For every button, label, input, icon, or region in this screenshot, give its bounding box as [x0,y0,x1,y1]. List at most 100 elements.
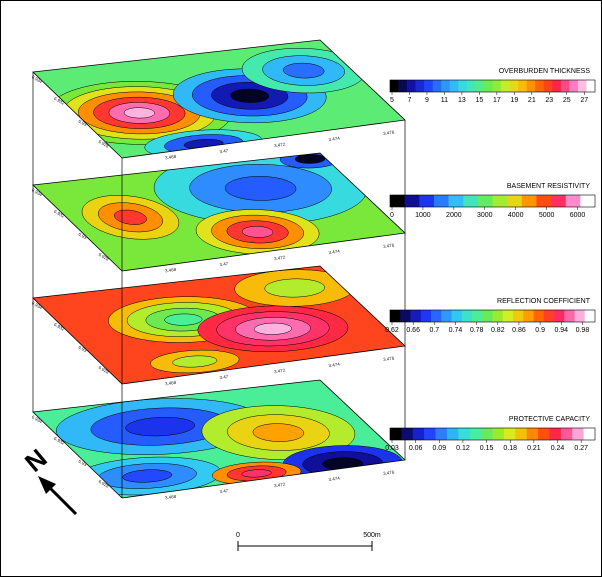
colorbar-cell [560,80,570,92]
colorbar-cell [424,80,434,92]
y-axis-label: 6.93 [77,345,88,354]
colorbar-cell [509,80,519,92]
colorbar-cell [475,80,485,92]
colorbar-cell [569,80,579,92]
colorbar-tick-label: 0.12 [456,445,470,452]
colorbar-cell [577,80,587,92]
x-axis-label: 3.472 [274,368,286,375]
colorbar-cell [390,80,399,92]
colorbar-cell [560,428,573,440]
contour-zone [225,87,274,104]
colorbar-cell [580,195,596,207]
colorbar-tick-label: 0.74 [449,327,463,334]
colorbar-cell [419,195,435,207]
y-axis-label: 6.934 [31,74,44,84]
contour-zone [246,421,312,444]
colorbar-tick-label: 0.15 [480,445,494,452]
colorbar-cell [492,80,502,92]
colorbar-cell [390,310,401,322]
colorbar-cell [441,80,451,92]
colorbar-tick-label: 0.98 [576,327,590,334]
colorbar-outline [389,427,596,441]
colorbar-tick-label: 0.86 [512,327,526,334]
y-axis-label: 6.932 [53,436,66,446]
colorbar-title: REFLECTION COEFFICIENT [497,298,591,305]
contour-zone [120,106,159,119]
colorbar-tick-label: 21 [528,97,536,104]
colorbar-cell [501,80,510,92]
colorbar-cell [492,310,504,322]
colorbar-outline [389,194,596,208]
colorbar-tick-label: 17 [493,97,501,104]
colorbar-tick-label: 2000 [446,212,462,219]
colorbar-cell [583,428,596,440]
colorbar-cell [572,428,584,440]
colorbar-cell [435,428,448,440]
y-axis-label: 6.928 [98,139,111,149]
colorbar-tick-label: 23 [545,97,553,104]
y-axis-label: 6.93 [77,459,88,468]
scale-end: 500m [363,532,381,539]
x-axis-label: 3.476 [383,355,395,362]
colorbar-cell [451,310,463,322]
x-axis-label: 3.474 [328,136,340,143]
colorbar-title: PROTECTIVE CAPACITY [509,416,590,423]
colorbar-cell [477,195,493,207]
colorbar-cell [461,310,473,322]
colorbar-cell [441,310,452,322]
colorbar-cell [551,195,567,207]
colorbar-cell [472,310,483,322]
x-axis-label: 3.47 [219,148,229,154]
colorbar-tick-label: 9 [425,97,429,104]
colorbar-cell [586,80,596,92]
x-axis-label: 3.468 [165,380,177,387]
contour-zone [117,468,177,485]
colorbar-cell [549,428,562,440]
colorbar-cell [446,428,459,440]
contour-zone [249,321,296,336]
colorbar-tick-label: 0.66 [406,327,420,334]
colorbar-cell [584,310,596,322]
colorbar-outline [389,309,596,323]
colorbar-cell [433,195,449,207]
colorbar-tick-label: 0.9 [535,327,545,334]
scale-start: 0 [236,532,240,539]
x-axis-label: 3.472 [274,142,286,149]
colorbar-cell [515,428,527,440]
colorbar-cell [400,310,411,322]
scale-bar: 0 500m [236,532,381,551]
colorbar-tick-label: 19 [510,97,518,104]
colorbar-cell [492,428,505,440]
colorbar-tick-label: 0.7 [429,327,439,334]
colorbar-cell [424,428,436,440]
colorbar-tick-label: 11 [441,97,448,104]
colorbar-tick-label: 0.62 [385,327,399,334]
colorbar-cell [535,80,545,92]
contours [76,264,421,376]
contour-zone [118,414,203,439]
x-axis-label: 3.476 [383,242,395,249]
colorbar-cell [401,428,414,440]
colorbar-tick-label: 0.06 [409,445,423,452]
colorbar-cell [536,195,552,207]
y-axis-label: 6.934 [31,187,44,197]
colorbar-tick-label: 7 [408,97,412,104]
x-axis-label: 3.47 [219,488,229,494]
colorbar-tick-label: 0.24 [551,445,565,452]
x-axis-label: 3.476 [383,469,395,476]
x-axis-label: 3.468 [165,154,177,161]
colorbar-tick-label: 4000 [508,212,524,219]
contour-zone [109,209,153,227]
colorbar-tick-label: 0.21 [527,445,541,452]
maps: 3.468 3.47 3.472 3.474 3.476 6.934 6.932 6.93 6.… [31,39,421,501]
x-axis-label: 3.468 [165,494,177,501]
colorbar-cell [564,310,575,322]
y-axis-label: 6.932 [53,96,66,106]
y-axis-label: 6.934 [31,414,44,424]
colorbar-tick-label: 5000 [539,212,555,219]
colorbar-cell [538,428,550,440]
colorbar-tick-label: 15 [475,97,483,104]
colorbar-cell [407,80,416,92]
colorbar-tick-label: 0.94 [554,327,568,334]
